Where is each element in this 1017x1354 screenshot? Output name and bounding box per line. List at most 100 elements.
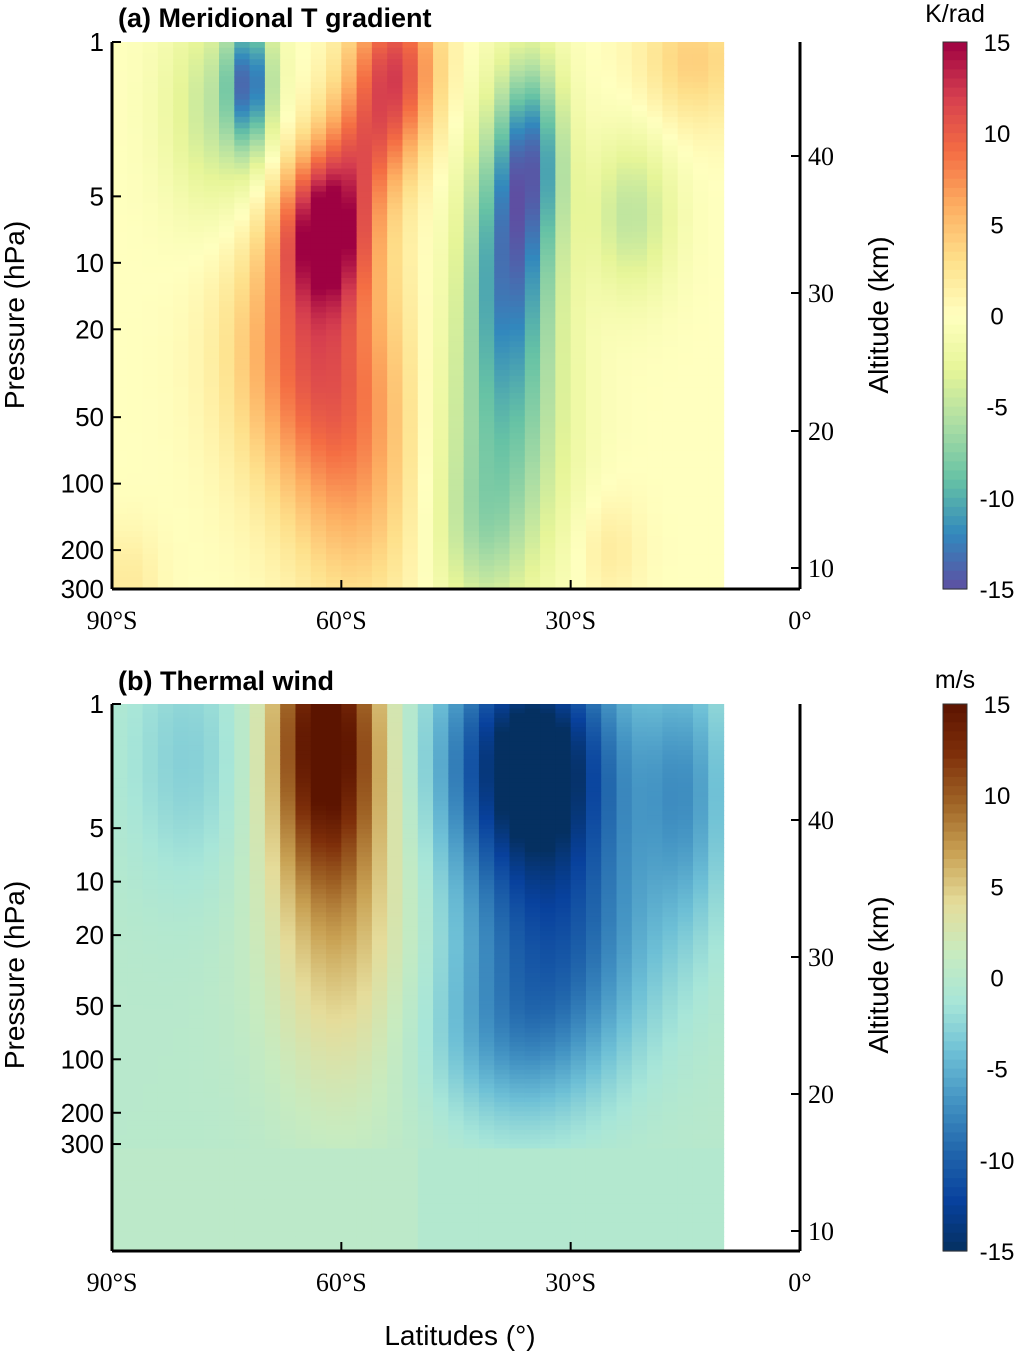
- heatmap-cell: [524, 439, 541, 446]
- heatmap-cell: [234, 381, 251, 388]
- heatmap-cell: [203, 1028, 220, 1034]
- heatmap-cell: [417, 502, 434, 509]
- heatmap-cell: [188, 1236, 205, 1242]
- heatmap-cell: [417, 456, 434, 463]
- heatmap-cell: [494, 375, 511, 383]
- heatmap-cell: [647, 513, 663, 521]
- heatmap-cell: [509, 191, 526, 198]
- heatmap-cell: [127, 1148, 144, 1154]
- heatmap-cell: [387, 577, 404, 584]
- heatmap-cell: [647, 289, 663, 296]
- heatmap-cell: [142, 704, 159, 710]
- heatmap-cell: [173, 444, 190, 452]
- heatmap-cell: [647, 536, 663, 544]
- heatmap-cell: [417, 450, 434, 457]
- heatmap-cell: [112, 824, 128, 830]
- heatmap-cell: [662, 513, 679, 521]
- heatmap-cell: [601, 226, 618, 233]
- heatmap-cell: [387, 174, 404, 181]
- heatmap-cell: [540, 462, 556, 469]
- heatmap-cell: [188, 1023, 205, 1029]
- heatmap-cell: [157, 283, 174, 291]
- heatmap-cell: [173, 352, 190, 360]
- heatmap-cell: [310, 404, 327, 411]
- heatmap-cell: [371, 312, 388, 319]
- heatmap-cell: [417, 398, 434, 406]
- heatmap-cell: [616, 300, 633, 308]
- heatmap-cell: [524, 180, 541, 187]
- heatmap-cell: [371, 421, 388, 429]
- heatmap-cell: [127, 421, 144, 429]
- heatmap-cell: [142, 352, 159, 360]
- heatmap-cell: [173, 180, 190, 187]
- heatmap-cell: [341, 243, 358, 250]
- heatmap-cell: [585, 277, 602, 285]
- heatmap-cell: [219, 174, 235, 181]
- heatmap-cell: [264, 565, 281, 572]
- heatmap-cell: [219, 731, 235, 737]
- heatmap-cell: [234, 791, 251, 798]
- heatmap-cell: [234, 778, 251, 784]
- heatmap-cell: [341, 341, 358, 348]
- heatmap-cell: [203, 404, 220, 411]
- heatmap-cell: [173, 852, 190, 858]
- heatmap-cell: [249, 369, 266, 377]
- heatmap-cell: [616, 341, 633, 348]
- heatmap-cell: [219, 456, 235, 463]
- heatmap-cell: [356, 502, 373, 509]
- heatmap-cell: [112, 1065, 128, 1071]
- heatmap-cell: [647, 335, 663, 342]
- heatmap-cell: [448, 525, 465, 532]
- heatmap-cell: [188, 513, 205, 521]
- heatmap-cell: [173, 1000, 190, 1006]
- heatmap-cell: [417, 300, 434, 308]
- heatmap-cell: [616, 197, 633, 204]
- heatmap-cell: [356, 116, 373, 124]
- heatmap-cell: [249, 444, 266, 452]
- heatmap-cell: [157, 893, 174, 900]
- heatmap-cell: [478, 542, 495, 549]
- heatmap-cell: [509, 42, 526, 49]
- heatmap-cell: [387, 387, 404, 394]
- heatmap-cell: [647, 243, 663, 250]
- heatmap-cell: [708, 410, 725, 417]
- heatmap-cell: [173, 944, 190, 950]
- heatmap-cell: [295, 47, 312, 55]
- heatmap-cell: [494, 404, 511, 411]
- heatmap-cell: [524, 421, 541, 429]
- heatmap-cell: [509, 393, 526, 400]
- heatmap-cell: [188, 759, 205, 765]
- heatmap-cell: [173, 805, 190, 812]
- heatmap-cell: [555, 393, 572, 400]
- heatmap-cell: [234, 582, 251, 590]
- heatmap-cell: [402, 180, 419, 187]
- heatmap-cell: [631, 341, 648, 348]
- heatmap-cell: [585, 582, 602, 590]
- heatmap-cell: [677, 277, 694, 285]
- heatmap-cell: [127, 1162, 144, 1168]
- heatmap-cell: [157, 542, 174, 549]
- heatmap-cell: [188, 502, 205, 509]
- heatmap-cell: [417, 174, 434, 181]
- heatmap-cell: [555, 554, 572, 561]
- heatmap-cell: [310, 151, 327, 158]
- heatmap-cell: [112, 134, 128, 141]
- heatmap-cell: [280, 335, 297, 342]
- heatmap-cell: [341, 47, 358, 55]
- heatmap-cell: [585, 542, 602, 549]
- heatmap-cell: [157, 787, 174, 793]
- heatmap-cell: [112, 1171, 128, 1177]
- heatmap-cell: [112, 536, 128, 544]
- heatmap-cell: [662, 485, 679, 492]
- heatmap-cell: [371, 203, 388, 210]
- heatmap-cell: [142, 1185, 159, 1191]
- heatmap-cell: [692, 335, 709, 342]
- heatmap-cell: [647, 398, 663, 406]
- heatmap-cell: [555, 42, 572, 49]
- heatmap-cell: [249, 496, 266, 503]
- heatmap-cell: [692, 203, 709, 210]
- heatmap-cell: [448, 485, 465, 492]
- heatmap-cell: [463, 513, 480, 521]
- heatmap-cell: [234, 249, 251, 256]
- heatmap-cell: [402, 323, 419, 331]
